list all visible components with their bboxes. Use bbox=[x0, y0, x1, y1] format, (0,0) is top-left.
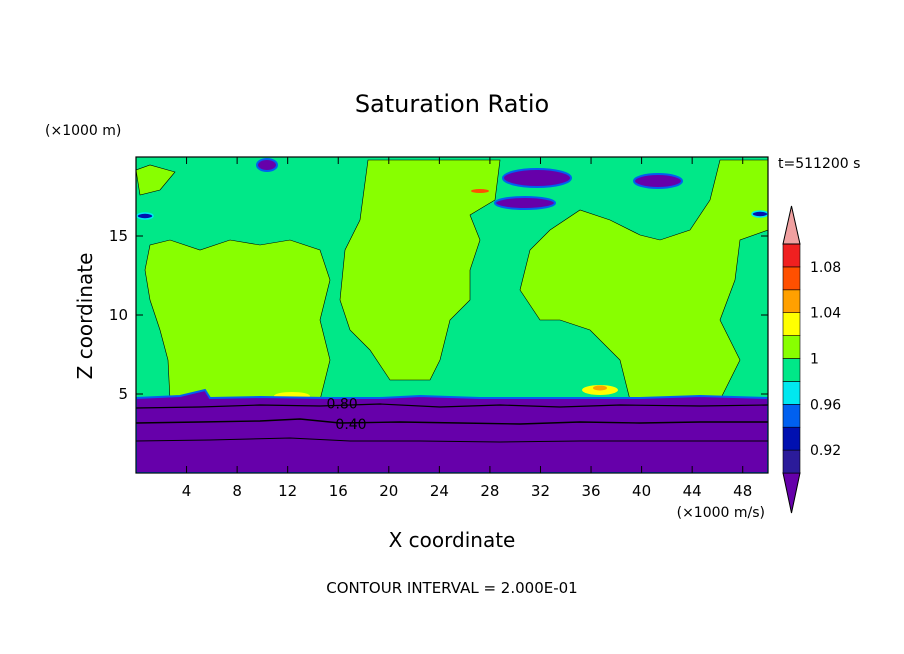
time-label: t=511200 s bbox=[778, 156, 860, 172]
x-tick-label: 28 bbox=[480, 482, 499, 500]
x-tick-label: 4 bbox=[182, 482, 192, 500]
x-tick-label: 48 bbox=[733, 482, 752, 500]
y-unit-label: (×1000 m) bbox=[45, 123, 121, 139]
colorbar-label: 1.08 bbox=[810, 260, 841, 276]
colorbar-band bbox=[782, 358, 801, 382]
dry-layer-contours bbox=[136, 403, 768, 443]
x-tick-label: 40 bbox=[632, 482, 651, 500]
colorbar-band bbox=[782, 243, 801, 268]
colorbar-label: 0.96 bbox=[810, 397, 841, 413]
contour-label-0.40: 0.40 bbox=[335, 417, 366, 433]
chart-title: Saturation Ratio bbox=[355, 90, 549, 118]
colorbar-band bbox=[782, 312, 801, 336]
x-axis: 4 8 12 16 20 24 28 32 36 40 44 48 bbox=[182, 157, 752, 500]
colorbar-label: 1 bbox=[810, 352, 819, 368]
x-tick-label: 16 bbox=[329, 482, 348, 500]
colorbar-band bbox=[782, 335, 801, 359]
colorbar-label: 1.04 bbox=[810, 306, 841, 322]
x-tick-label: 8 bbox=[232, 482, 242, 500]
supersaturated-streak bbox=[471, 189, 489, 193]
dry-patch-3 bbox=[494, 196, 556, 210]
x-tick-label: 20 bbox=[379, 482, 398, 500]
saturated-column-middle bbox=[339, 159, 501, 381]
x-tick-label: 12 bbox=[278, 482, 297, 500]
saturated-band-left bbox=[136, 164, 176, 196]
x-unit-label: (×1000 m/s) bbox=[677, 505, 765, 521]
colorbar-lower-arrow bbox=[782, 472, 801, 514]
contour-label-0.80: 0.80 bbox=[327, 396, 358, 412]
x-tick-label: 36 bbox=[581, 482, 600, 500]
x-tick-label: 24 bbox=[430, 482, 449, 500]
colorbar-band bbox=[782, 289, 801, 313]
colorbar-band bbox=[782, 266, 801, 291]
colorbar-band bbox=[782, 426, 801, 451]
colorbar-band bbox=[782, 381, 801, 405]
y-tick-label: 10 bbox=[109, 306, 128, 324]
x-tick-label: 44 bbox=[683, 482, 702, 500]
x-tick-label: 32 bbox=[531, 482, 550, 500]
lower-dry-layer bbox=[136, 388, 768, 473]
contour-interval-footer: CONTOUR INTERVAL = 2.000E-01 bbox=[326, 579, 577, 597]
y-axis-label: Z coordinate bbox=[73, 253, 97, 380]
dry-patch-2 bbox=[502, 168, 572, 188]
x-axis-label: X coordinate bbox=[389, 528, 516, 552]
y-axis: 5 10 15 bbox=[109, 227, 768, 403]
dry-patch-1 bbox=[256, 158, 278, 172]
y-tick-label: 15 bbox=[109, 227, 128, 245]
colorbar: 1.08 1.04 1 0.96 0.92 bbox=[782, 205, 841, 514]
colorbar-band bbox=[782, 449, 801, 474]
colorbar-upper-arrow bbox=[782, 205, 801, 245]
supersaturated-cell-3 bbox=[593, 385, 607, 391]
dry-patch-5 bbox=[136, 212, 154, 220]
saturated-column-right bbox=[519, 159, 768, 401]
colorbar-band bbox=[782, 403, 801, 428]
saturated-column-left bbox=[144, 239, 331, 401]
dry-patch-6 bbox=[751, 210, 768, 218]
y-tick-label: 5 bbox=[118, 385, 128, 403]
dry-patch-4 bbox=[633, 173, 683, 189]
heatmap-field: 0.80 0.40 bbox=[136, 157, 768, 473]
colorbar-label: 0.92 bbox=[810, 443, 841, 459]
contour-labels: 0.80 0.40 bbox=[327, 396, 367, 433]
